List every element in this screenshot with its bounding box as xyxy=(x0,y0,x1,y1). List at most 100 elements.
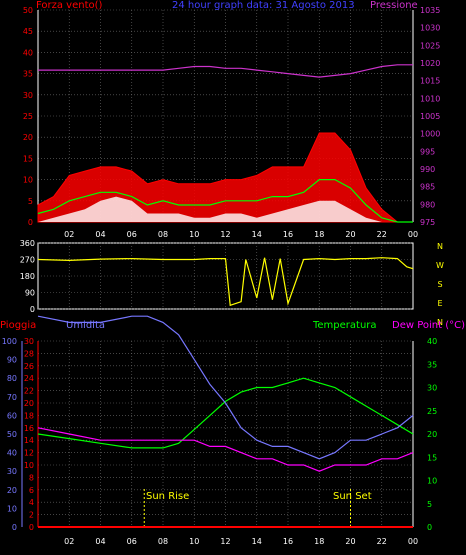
wind-tick-label: 15 xyxy=(23,154,33,163)
time-tick-label: 22 xyxy=(377,230,387,239)
wind-tick-label: 10 xyxy=(23,176,33,185)
wind-tick-label: 20 xyxy=(23,133,33,142)
direction-tick-label: 360 xyxy=(20,239,35,248)
time-tick-label: 12 xyxy=(220,230,230,239)
humidity-axis-title: Umidita xyxy=(66,320,106,331)
rain-tick-label: 80 xyxy=(7,374,17,383)
compass-label: N xyxy=(437,242,443,251)
temperature-axis-title: Temperatura xyxy=(313,320,377,331)
wind-tick-label: 0 xyxy=(28,218,33,227)
rain-tick-label: 90 xyxy=(7,356,17,365)
humidity-tick-label: 26 xyxy=(24,362,34,371)
temperature-tick-label: 5 xyxy=(427,500,432,509)
wind-axis-title: Forza vento() xyxy=(36,0,103,11)
rain-tick-label: 10 xyxy=(7,504,17,513)
pressure-tick-label: 1010 xyxy=(420,94,440,103)
humidity-tick-label: 22 xyxy=(24,387,34,396)
wind-direction-line xyxy=(37,257,414,307)
wind-tick-label: 35 xyxy=(23,70,33,79)
wind-tick-label: 40 xyxy=(23,48,33,57)
wind-tick-label: 25 xyxy=(23,112,33,121)
humidity-tick-label: 10 xyxy=(24,461,34,470)
time-tick-label: 02 xyxy=(64,230,74,239)
humidity-tick-label: 24 xyxy=(24,374,34,383)
sunset-label: Sun Set xyxy=(333,491,372,502)
time-tick-label-lower: 06 xyxy=(127,537,137,546)
temperature-tick-label: 15 xyxy=(427,453,437,462)
temperature-tick-label: 0 xyxy=(427,523,432,532)
humidity-line xyxy=(37,315,414,460)
time-tick-label-lower: 22 xyxy=(377,537,387,546)
humidity-tick-label: 14 xyxy=(24,436,34,445)
humidity-tick-label: 6 xyxy=(29,486,34,495)
time-tick-label-lower: 10 xyxy=(189,537,199,546)
humidity-tick-label: 16 xyxy=(24,424,34,433)
temperature-tick-label: 25 xyxy=(427,407,437,416)
humidity-tick-label: 30 xyxy=(24,337,34,346)
humidity-tick-label: 8 xyxy=(29,473,34,482)
time-tick-label-lower: 12 xyxy=(220,537,230,546)
rain-tick-label: 100 xyxy=(2,337,17,346)
pressure-tick-label: 975 xyxy=(420,218,435,227)
compass-label: N xyxy=(437,318,443,327)
humidity-tick-label: 20 xyxy=(24,399,34,408)
time-tick-label-lower: 02 xyxy=(64,537,74,546)
humidity-tick-label: 2 xyxy=(29,511,34,520)
dewpoint-axis-title: Dew Point (°C) xyxy=(392,320,466,331)
rain-tick-label: 60 xyxy=(7,411,17,420)
pressure-tick-label: 1030 xyxy=(420,24,440,33)
time-tick-label-lower: 18 xyxy=(314,537,324,546)
compass-label: S xyxy=(437,280,442,289)
pressure-line xyxy=(38,64,413,78)
temperature-tick-label: 30 xyxy=(427,384,437,393)
rain-tick-label: 70 xyxy=(7,393,17,402)
time-tick-label-lower: 04 xyxy=(95,537,105,546)
pressure-tick-label: 1005 xyxy=(420,112,440,121)
pressure-tick-label: 1000 xyxy=(420,130,440,139)
wind-min-area xyxy=(38,196,413,222)
direction-tick-label: 0 xyxy=(30,305,35,314)
pressure-tick-label: 1015 xyxy=(420,77,440,86)
rain-axis-title: Pioggia xyxy=(0,320,37,331)
dewpoint-line xyxy=(37,427,414,472)
compass-label: E xyxy=(437,299,442,308)
time-tick-label-lower: 08 xyxy=(158,537,168,546)
direction-tick-label: 180 xyxy=(20,272,35,281)
temperature-tick-label: 10 xyxy=(427,477,437,486)
pressure-tick-label: 980 xyxy=(420,200,435,209)
pressure-axis-title: Pressione xyxy=(370,0,418,11)
time-tick-label: 16 xyxy=(283,230,293,239)
rain-tick-label: 30 xyxy=(7,467,17,476)
pressure-tick-label: 985 xyxy=(420,183,435,192)
sunrise-label: Sun Rise xyxy=(146,491,190,502)
rain-tick-label: 40 xyxy=(7,449,17,458)
wind-tick-label: 30 xyxy=(23,91,33,100)
pressure-tick-label: 995 xyxy=(420,147,435,156)
time-tick-label: 06 xyxy=(127,230,137,239)
time-tick-label: 00 xyxy=(408,230,418,239)
temperature-tick-label: 20 xyxy=(427,430,437,439)
time-tick-label-lower: 00 xyxy=(408,537,418,546)
rain-tick-label: 0 xyxy=(12,523,17,532)
humidity-tick-label: 18 xyxy=(24,411,34,420)
wind-tick-label: 50 xyxy=(23,6,33,15)
wind-tick-label: 45 xyxy=(23,27,33,36)
direction-tick-label: 270 xyxy=(20,256,35,265)
pressure-tick-label: 1025 xyxy=(420,41,440,50)
humidity-tick-label: 4 xyxy=(29,498,34,507)
time-tick-label: 20 xyxy=(345,230,355,239)
time-tick-label-lower: 16 xyxy=(283,537,293,546)
humidity-tick-label: 12 xyxy=(24,449,34,458)
pressure-tick-label: 990 xyxy=(420,165,435,174)
wind-average-line xyxy=(37,179,413,223)
time-tick-label: 14 xyxy=(252,230,262,239)
wind-gust-area xyxy=(37,132,413,223)
humidity-tick-label: 0 xyxy=(29,523,34,532)
time-tick-label: 18 xyxy=(314,230,324,239)
time-tick-label: 10 xyxy=(189,230,199,239)
time-tick-label: 08 xyxy=(158,230,168,239)
time-tick-label-lower: 14 xyxy=(252,537,262,546)
humidity-tick-label: 28 xyxy=(24,349,34,358)
pressure-tick-label: 1035 xyxy=(420,6,440,15)
